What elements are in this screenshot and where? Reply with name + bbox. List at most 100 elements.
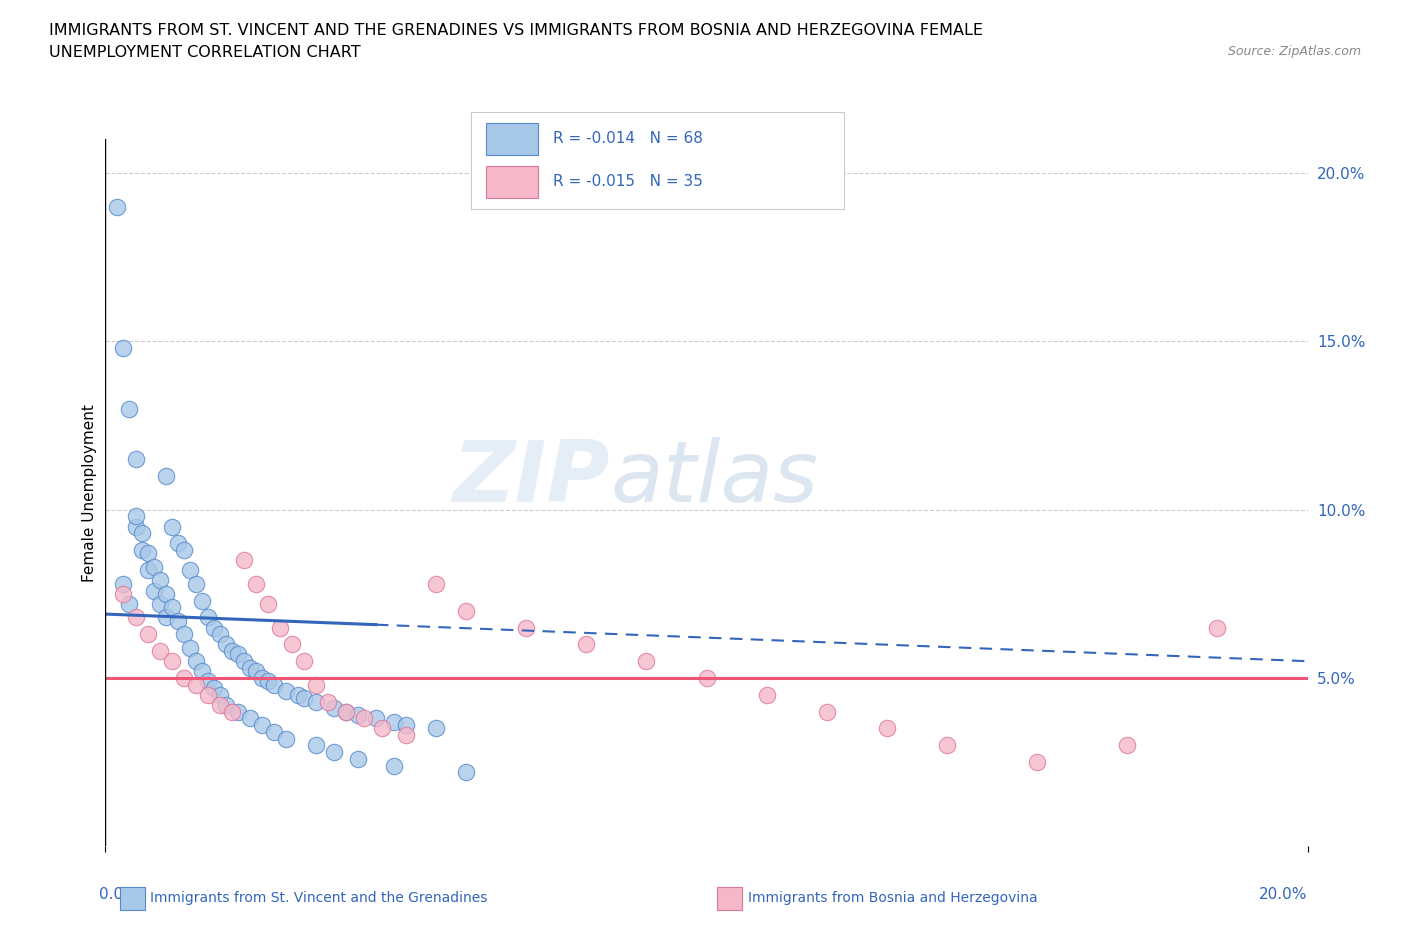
Point — [250, 671, 273, 685]
Point — [197, 610, 219, 625]
Point — [173, 627, 195, 642]
Point — [274, 684, 297, 699]
Text: Source: ZipAtlas.com: Source: ZipAtlas.com — [1227, 45, 1361, 58]
Point — [124, 509, 146, 524]
Point — [148, 573, 170, 588]
Point — [1026, 755, 1049, 770]
Point — [202, 620, 225, 635]
Point — [124, 519, 146, 534]
Point — [202, 681, 225, 696]
Point — [136, 627, 159, 642]
Point — [287, 687, 309, 702]
Point — [208, 687, 231, 702]
Text: 0.0%: 0.0% — [100, 886, 138, 902]
Point — [221, 704, 243, 719]
Point — [239, 711, 262, 725]
Point — [515, 620, 537, 635]
Point — [305, 677, 328, 692]
Point — [173, 671, 195, 685]
Point — [575, 637, 598, 652]
Point — [155, 610, 177, 625]
Point — [197, 687, 219, 702]
Point — [382, 714, 405, 729]
Point — [335, 704, 357, 719]
Point — [395, 718, 418, 733]
Point — [232, 654, 254, 669]
Point — [347, 708, 370, 723]
Point — [305, 737, 328, 752]
Point — [454, 764, 477, 779]
Point — [1116, 737, 1139, 752]
Point — [155, 587, 177, 602]
Point — [214, 637, 236, 652]
Point — [112, 340, 135, 355]
Point — [263, 724, 285, 739]
Text: atlas: atlas — [610, 437, 818, 520]
Text: ZIP: ZIP — [453, 437, 610, 520]
Point — [136, 563, 159, 578]
Point — [136, 546, 159, 561]
Point — [131, 525, 153, 540]
Point — [335, 704, 357, 719]
Point — [184, 677, 207, 692]
Point — [292, 691, 315, 706]
Point — [221, 644, 243, 658]
Point — [696, 671, 718, 685]
Point — [160, 519, 183, 534]
Point — [118, 596, 141, 611]
Point — [281, 637, 304, 652]
Point — [148, 644, 170, 658]
Point — [166, 614, 188, 629]
Point — [232, 552, 254, 567]
Point — [347, 751, 370, 766]
Point — [876, 721, 898, 736]
Point — [179, 563, 201, 578]
Point — [155, 469, 177, 484]
Point — [226, 647, 249, 662]
Point — [425, 721, 447, 736]
Point — [364, 711, 387, 725]
Point — [184, 654, 207, 669]
Point — [142, 583, 165, 598]
Point — [148, 596, 170, 611]
Point — [636, 654, 658, 669]
Point — [454, 604, 477, 618]
Point — [305, 694, 328, 709]
Point — [395, 728, 418, 743]
Point — [112, 587, 135, 602]
Point — [936, 737, 959, 752]
Point — [173, 543, 195, 558]
Point — [353, 711, 375, 725]
Point — [124, 452, 146, 467]
Text: UNEMPLOYMENT CORRELATION CHART: UNEMPLOYMENT CORRELATION CHART — [49, 45, 361, 60]
Point — [131, 543, 153, 558]
Text: Immigrants from Bosnia and Herzegovina: Immigrants from Bosnia and Herzegovina — [748, 891, 1038, 906]
Point — [142, 560, 165, 575]
Point — [250, 718, 273, 733]
Point — [214, 698, 236, 712]
Point — [292, 654, 315, 669]
Point — [755, 687, 778, 702]
Point — [118, 402, 141, 417]
Point — [269, 620, 291, 635]
Point — [208, 627, 231, 642]
Text: 20.0%: 20.0% — [1260, 886, 1308, 902]
Point — [190, 593, 212, 608]
Point — [184, 577, 207, 591]
Bar — [486, 124, 538, 154]
Point — [1206, 620, 1229, 635]
Point — [425, 577, 447, 591]
Point — [107, 199, 129, 214]
Bar — [486, 166, 538, 197]
Point — [263, 677, 285, 692]
Point — [226, 704, 249, 719]
Point — [179, 640, 201, 655]
Point — [322, 701, 344, 716]
Point — [190, 664, 212, 679]
Point — [112, 577, 135, 591]
Text: R = -0.015   N = 35: R = -0.015 N = 35 — [553, 175, 703, 190]
Point — [160, 654, 183, 669]
Point — [274, 731, 297, 746]
Point — [316, 694, 339, 709]
Text: IMMIGRANTS FROM ST. VINCENT AND THE GRENADINES VS IMMIGRANTS FROM BOSNIA AND HER: IMMIGRANTS FROM ST. VINCENT AND THE GREN… — [49, 23, 983, 38]
